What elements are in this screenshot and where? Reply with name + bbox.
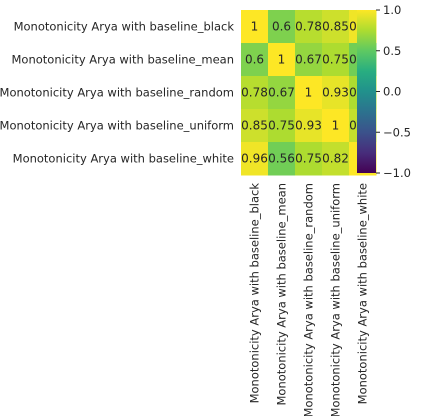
- heatmap-cell-r3-c0: [241, 109, 269, 143]
- heatmap-cell-r3-c1: [268, 109, 296, 143]
- cell-value-label: 1: [251, 20, 259, 34]
- row-label: Monotonicity Arya with baseline_white: [13, 152, 234, 166]
- cell-value-label: 1: [278, 53, 286, 67]
- heatmap-cell-r1-c3: [322, 43, 350, 77]
- heatmap-cells: 10.60.780.850.960.610.670.750.560.780.67…: [241, 10, 377, 176]
- colorbar-tick-label: −1.0: [383, 166, 411, 180]
- colorbar: 1.0 0.5 0.0 −0.5 −1.0: [357, 3, 411, 180]
- cell-value-label: 0.78: [295, 20, 322, 34]
- cell-value-label: 0.82: [322, 152, 349, 166]
- colorbar-gradient: [357, 10, 376, 173]
- heatmap-cell-r1-c1: [268, 43, 296, 77]
- row-label: Monotonicity Arya with baseline_mean: [12, 53, 235, 67]
- cell-value-label: 0.56: [268, 152, 295, 166]
- cell-value-label: 0.96: [241, 152, 268, 166]
- heatmap-cell-r2-c1: [268, 76, 296, 110]
- column-label: Monotonicity Arya with baseline_random: [302, 183, 316, 416]
- heatmap-cell-r1-c2: [295, 43, 323, 77]
- cell-value-label: 0.6: [245, 53, 264, 67]
- cell-value-label: 0.85: [322, 20, 349, 34]
- column-label: Monotonicity Arya with baseline_black: [248, 183, 262, 404]
- heatmap-cell-r0-c3: [322, 10, 350, 44]
- cell-value-label: 0.6: [272, 20, 291, 34]
- heatmap-cell-r2-c0: [241, 76, 269, 110]
- colorbar-tick-label: −0.5: [383, 125, 411, 139]
- cell-value-label: 1: [332, 119, 340, 133]
- heatmap-cell-r4-c2: [295, 142, 323, 176]
- cell-value-label: 0.78: [241, 86, 268, 100]
- row-label: Monotonicity Arya with baseline_random: [0, 86, 234, 100]
- cell-value-label: 0.67: [295, 53, 322, 67]
- heatmap-cell-r0-c2: [295, 10, 323, 44]
- heatmap-cell-r4-c3: [322, 142, 350, 176]
- heatmap-cell-r0-c1: [268, 10, 296, 44]
- column-labels: Monotonicity Arya with baseline_black Mon…: [248, 183, 370, 416]
- column-label: Monotonicity Arya with baseline_mean: [275, 183, 289, 406]
- heatmap-cell-r0-c0: [241, 10, 269, 44]
- row-labels: Monotonicity Arya with baseline_black Mon…: [0, 20, 234, 166]
- row-label: Monotonicity Arya with baseline_uniform: [0, 119, 234, 133]
- heatmap-cell-r2-c2: [295, 76, 323, 110]
- heatmap-cell-r2-c3: [322, 76, 350, 110]
- cell-value-label: 0.85: [241, 119, 268, 133]
- row-label: Monotonicity Arya with baseline_black: [14, 20, 235, 34]
- colorbar-tick-label: 0.0: [383, 85, 401, 99]
- heatmap-cell-r4-c0: [241, 142, 269, 176]
- cell-value-label: 0.67: [268, 86, 295, 100]
- cell-value-label: 0.75: [268, 119, 295, 133]
- cell-value-label: 0.75: [322, 53, 349, 67]
- heatmap-cell-r3-c2: [295, 109, 323, 143]
- cell-value-label: 0.93: [295, 119, 322, 133]
- column-label: Monotonicity Arya with baseline_uniform: [329, 183, 343, 416]
- cell-value-label: 0.93: [322, 86, 349, 100]
- cell-value-label: 1: [305, 86, 313, 100]
- cell-value-label: 0.75: [295, 152, 322, 166]
- heatmap-cell-r3-c3: [322, 109, 350, 143]
- heatmap-cell-r4-c1: [268, 142, 296, 176]
- colorbar-tick-label: 1.0: [383, 3, 401, 17]
- column-label: Monotonicity Arya with baseline_white: [356, 183, 370, 404]
- colorbar-tick-label: 0.5: [383, 44, 401, 58]
- heatmap-cell-r1-c0: [241, 43, 269, 77]
